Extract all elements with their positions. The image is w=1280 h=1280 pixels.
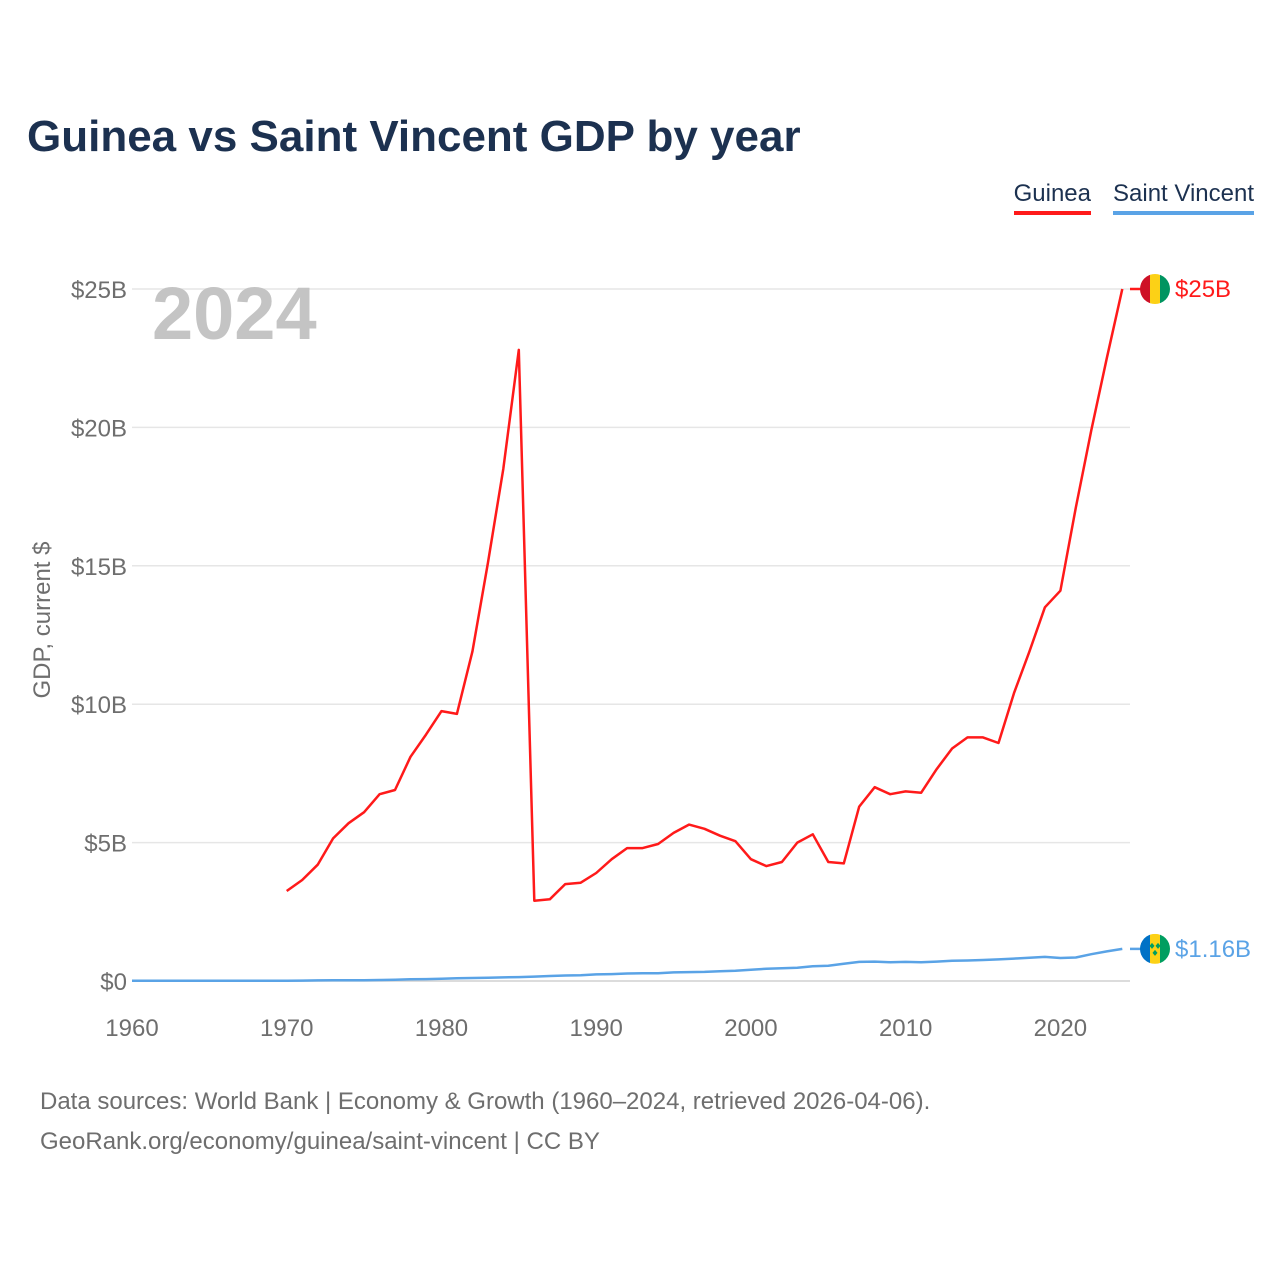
series-lines [132, 288, 1124, 982]
y-tick-label: $15B [71, 554, 127, 581]
x-tick-label: 2010 [879, 1015, 932, 1042]
chart-title: Guinea vs Saint Vincent GDP by year [27, 112, 801, 161]
y-tick-label: $10B [71, 692, 127, 719]
series-line-saint-vincent[interactable] [132, 947, 1123, 982]
legend-item-guinea[interactable]: Guinea [1013, 180, 1091, 215]
y-tick-label: $5B [84, 831, 127, 858]
x-tick-label: 1970 [260, 1015, 313, 1042]
legend: Guinea Saint Vincent [1013, 180, 1254, 215]
series-line-guinea[interactable] [285, 288, 1124, 902]
legend-item-saint-vincent[interactable]: Saint Vincent [1113, 180, 1254, 215]
source-line-2[interactable]: GeoRank.org/economy/guinea/saint-vincent… [40, 1128, 600, 1155]
y-tick-label: $0 [100, 969, 127, 996]
x-tick-label: 2020 [1034, 1015, 1087, 1042]
end-value-label: $25B [1175, 276, 1231, 303]
x-tick-label: 1960 [105, 1015, 158, 1042]
saint-vincent-flag-icon [1140, 933, 1170, 964]
guinea-flag-icon [1140, 274, 1170, 304]
x-tick-label: 1990 [569, 1015, 622, 1042]
y-tick-label: $25B [71, 277, 127, 304]
grid-lines [132, 288, 1130, 982]
end-labels: $25B $1.16B [1130, 274, 1251, 964]
y-tick-label: $20B [71, 415, 127, 442]
y-axis-label: GDP, current $ [29, 542, 56, 699]
year-watermark: 2024 [152, 272, 317, 355]
source-line-1: Data sources: World Bank | Economy & Gro… [40, 1088, 931, 1115]
x-tick-label: 1980 [415, 1015, 468, 1042]
source-note: Data sources: World Bank | Economy & Gro… [40, 1082, 930, 1162]
end-value-label: $1.16B [1175, 936, 1251, 963]
x-axis-ticks: 1960 1970 1980 1990 2000 2010 2020 [105, 1015, 1087, 1042]
y-axis-ticks: $0 $5B $10B $15B $20B $25B [71, 277, 127, 996]
x-tick-label: 2000 [724, 1015, 777, 1042]
